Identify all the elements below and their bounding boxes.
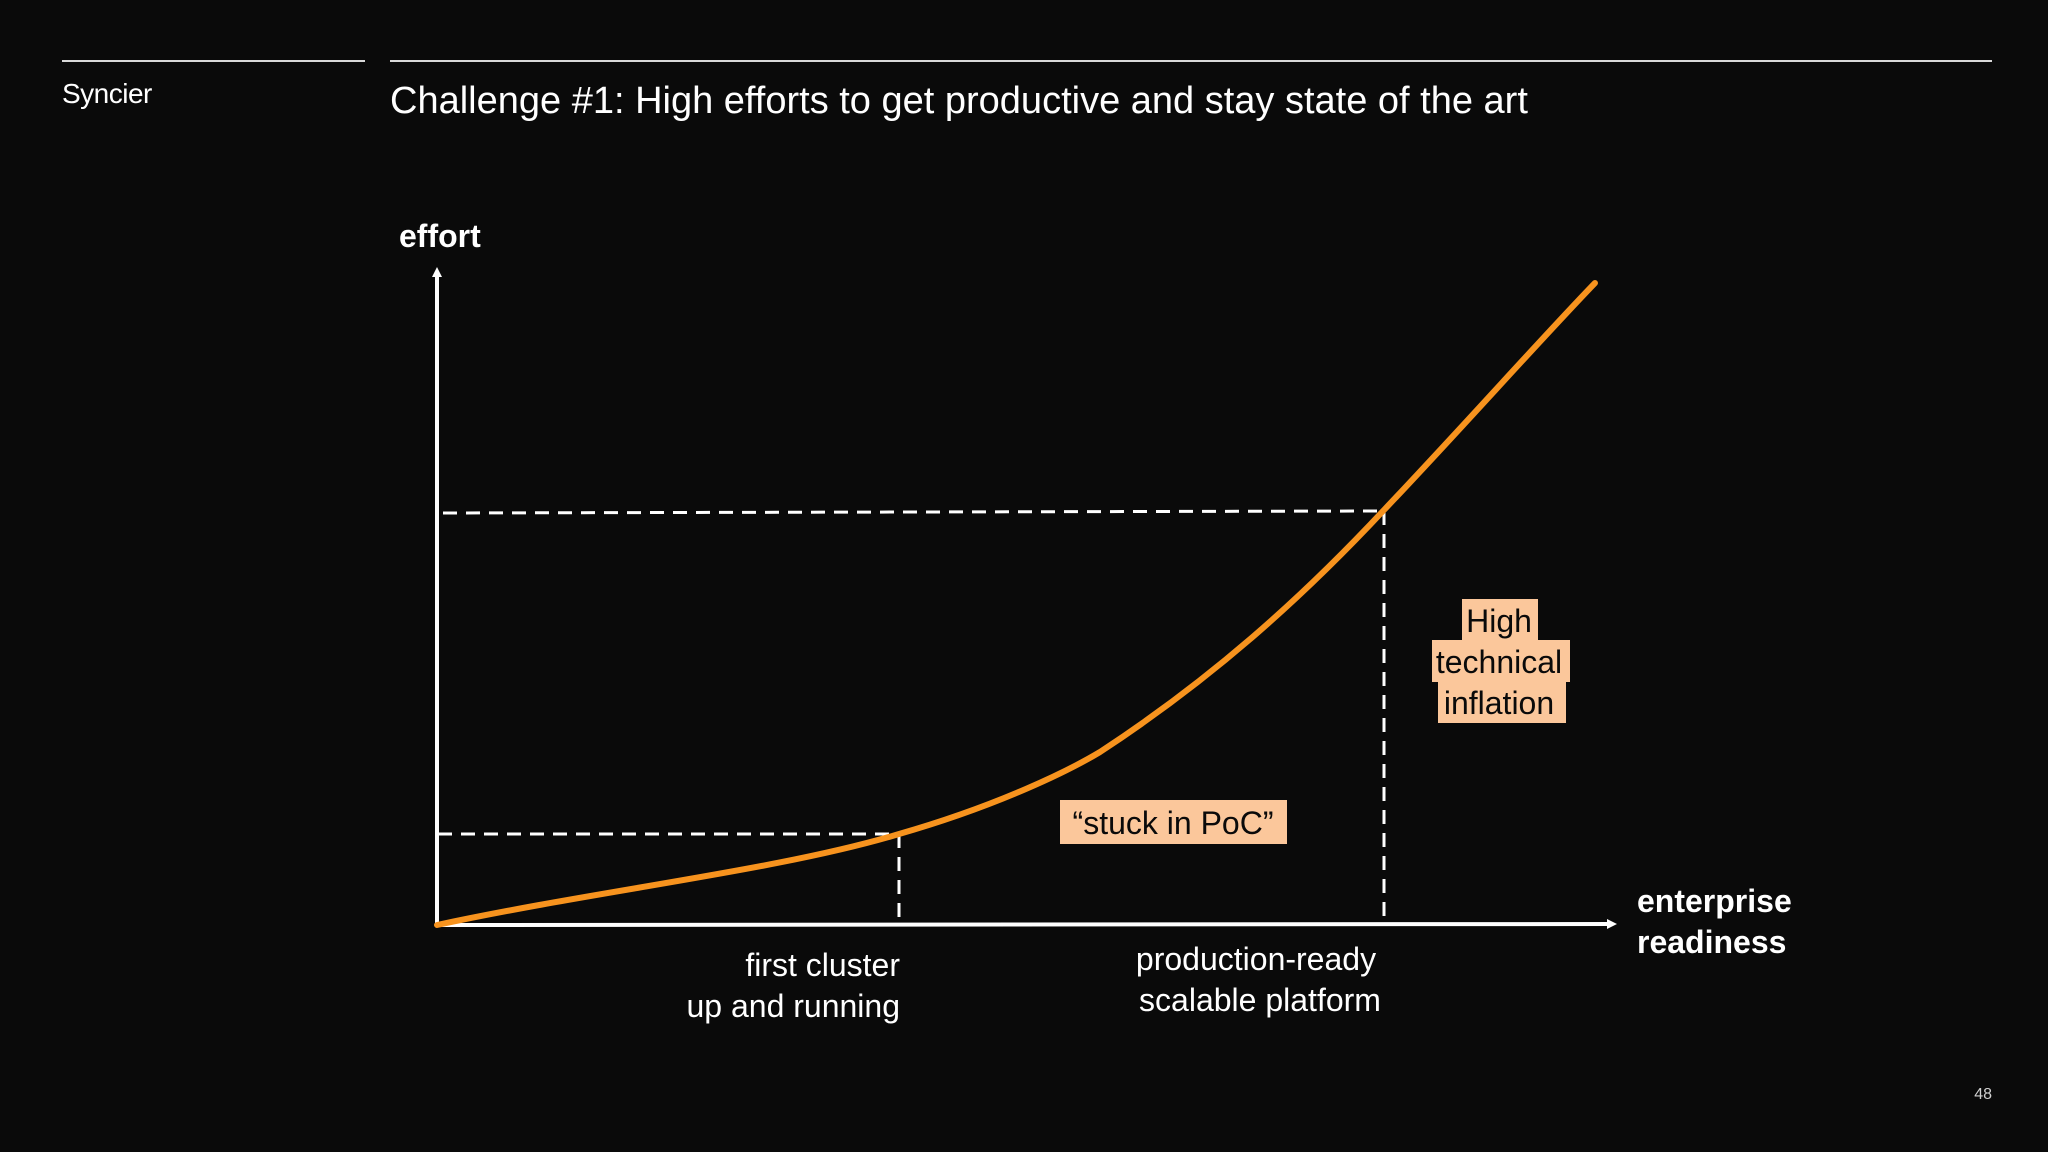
inflation-callout-line1: High: [1466, 603, 1532, 639]
inflation-callout-box-line2: [1432, 640, 1570, 682]
y-axis-label: effort: [399, 218, 481, 254]
inflation-callout-line2: technical: [1436, 644, 1562, 680]
inflation-callout-box-line1: [1462, 599, 1538, 641]
brand-divider: [62, 60, 365, 62]
inflation-callout-box-line3: [1438, 681, 1566, 723]
title-divider: [390, 60, 1992, 62]
x-axis: [436, 919, 1617, 930]
stuck-in-poc-callout-box: [1060, 800, 1287, 844]
second-milestone-label-line1: production-ready: [1136, 941, 1376, 977]
inflation-callout-line3: inflation: [1444, 685, 1554, 721]
effort-curve: [434, 280, 1598, 928]
first-milestone-label-line2: up and running: [686, 988, 900, 1024]
first-milestone-label-line1: first cluster: [745, 947, 900, 983]
second-milestone-label-line2: scalable platform: [1139, 982, 1381, 1018]
stuck-in-poc-callout: “stuck in PoC”: [1073, 805, 1274, 841]
second-milestone-horizontal-guide: [442, 509, 1383, 515]
x-axis-label-line2: readiness: [1637, 924, 1786, 960]
page-number: 48: [1974, 1086, 1992, 1103]
slide-title: Challenge #1: High efforts to get produc…: [390, 80, 1528, 122]
brand-logo-text: Syncier: [62, 78, 152, 109]
x-axis-label-line1: enterprise: [1637, 883, 1792, 919]
